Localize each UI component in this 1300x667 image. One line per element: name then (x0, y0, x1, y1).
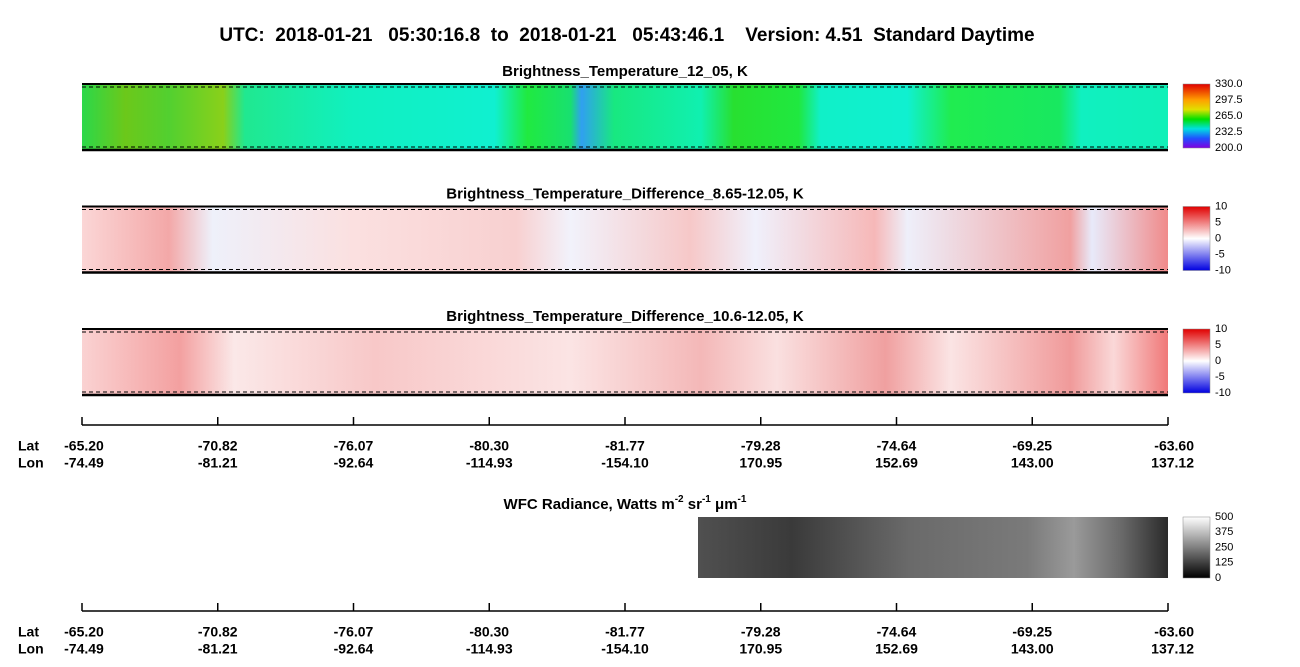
lat-tick-label: -79.28 (741, 624, 781, 640)
lat-tick-label: -63.60 (1154, 624, 1194, 640)
lon-tick-label: 170.95 (739, 641, 782, 657)
lon-tick-label: -81.21 (198, 641, 238, 657)
lat-tick-label: -80.30 (469, 438, 509, 454)
lat-tick-label: -81.77 (605, 624, 645, 640)
colorbar-tick-label: 330.0 (1215, 78, 1243, 90)
panel-title: Brightness_Temperature_Difference_10.6-1… (446, 308, 804, 325)
colorbar (1182, 206, 1211, 271)
figure-title: UTC: 2018-01-21 05:30:16.8 to 2018-01-21… (219, 25, 1034, 46)
colorbar-tick-label: 200.0 (1215, 142, 1243, 154)
colorbar-tick-label: 5 (1215, 339, 1221, 351)
colorbar (1182, 328, 1211, 394)
lon-tick-label: 137.12 (1151, 641, 1194, 657)
panel-image (82, 206, 1168, 273)
colorbar-tick-label: 375 (1215, 526, 1233, 538)
wfc-title-sup: -1 (738, 494, 747, 505)
colorbar-tick-label: 265.0 (1215, 110, 1243, 122)
colorbar-tick-label: 232.5 (1215, 126, 1243, 138)
lon-tick-label: 137.12 (1151, 455, 1194, 471)
lat-tick-label: -63.60 (1154, 438, 1194, 454)
colorbar-tick-label: 0 (1215, 572, 1221, 584)
axis-label: Lat (18, 438, 39, 454)
colorbar-tick-label: -5 (1215, 371, 1225, 383)
lat-tick-label: -79.28 (741, 438, 781, 454)
lat-tick-label: -70.82 (198, 438, 238, 454)
panels: Brightness_Temperature_12_05, K 330.0 297.… (18, 63, 1243, 657)
colorbar-tick-label: 0 (1215, 355, 1221, 367)
lon-tick-label: 152.69 (875, 455, 918, 471)
axis-label: Lon (18, 641, 44, 657)
colorbar-tick-label: -5 (1215, 248, 1225, 260)
panel-image (82, 84, 1168, 150)
wfc-title-sup: -2 (675, 494, 684, 505)
colorbar-tick-label: 5 (1215, 216, 1221, 228)
wfc-title-text: sr (684, 496, 703, 513)
colorbar-tick-label: -10 (1215, 387, 1231, 399)
lon-tick-label: -92.64 (334, 641, 374, 657)
lat-tick-label: -65.20 (64, 438, 104, 454)
colorbar-tick-label: 125 (1215, 557, 1233, 569)
lon-tick-label: -114.93 (466, 641, 513, 657)
lat-tick-label: -65.20 (64, 624, 104, 640)
lat-tick-label: -69.25 (1012, 438, 1052, 454)
lon-tick-label: -74.49 (64, 455, 104, 471)
wfc-image (698, 517, 1168, 578)
lon-tick-label: -92.64 (334, 455, 374, 471)
lat-tick-label: -74.64 (877, 624, 917, 640)
lat-tick-label: -70.82 (198, 624, 238, 640)
colorbar-tick-label: 500 (1215, 511, 1233, 523)
panel-title: Brightness_Temperature_Difference_8.65-1… (446, 185, 804, 202)
lat-tick-label: -76.07 (334, 438, 374, 454)
panel-image (82, 329, 1168, 395)
lat-tick-label: -74.64 (877, 438, 917, 454)
panel-title: Brightness_Temperature_12_05, K (502, 63, 748, 80)
colorbar (1182, 516, 1211, 579)
lon-tick-label: -81.21 (198, 455, 238, 471)
lon-tick-label: -74.49 (64, 641, 104, 657)
lon-tick-label: -154.10 (601, 455, 649, 471)
wfc-title-sup: -1 (702, 494, 711, 505)
lat-tick-label: -69.25 (1012, 624, 1052, 640)
lat-tick-label: -81.77 (605, 438, 645, 454)
colorbar-tick-label: -10 (1215, 264, 1231, 276)
lon-tick-label: 170.95 (739, 455, 782, 471)
axis-label: Lat (18, 624, 39, 640)
wfc-title: WFC Radiance, Watts m-2 sr-1 μm-1 (504, 494, 747, 513)
lat-tick-label: -80.30 (469, 624, 509, 640)
colorbar-tick-label: 10 (1215, 200, 1227, 212)
colorbar (1182, 83, 1211, 149)
axis-label: Lon (18, 455, 44, 471)
lon-tick-label: 152.69 (875, 641, 918, 657)
wfc-title-text: WFC Radiance, Watts m (504, 496, 675, 513)
wfc-title-text: μm (711, 496, 738, 513)
colorbar-tick-label: 250 (1215, 541, 1233, 553)
colorbar-tick-label: 10 (1215, 323, 1227, 335)
lat-tick-label: -76.07 (334, 624, 374, 640)
colorbar-tick-label: 0 (1215, 232, 1221, 244)
colorbar-tick-label: 297.5 (1215, 94, 1243, 106)
lon-tick-label: 143.00 (1011, 641, 1054, 657)
lon-tick-label: -114.93 (466, 455, 513, 471)
lon-tick-label: 143.00 (1011, 455, 1054, 471)
lon-tick-label: -154.10 (601, 641, 649, 657)
